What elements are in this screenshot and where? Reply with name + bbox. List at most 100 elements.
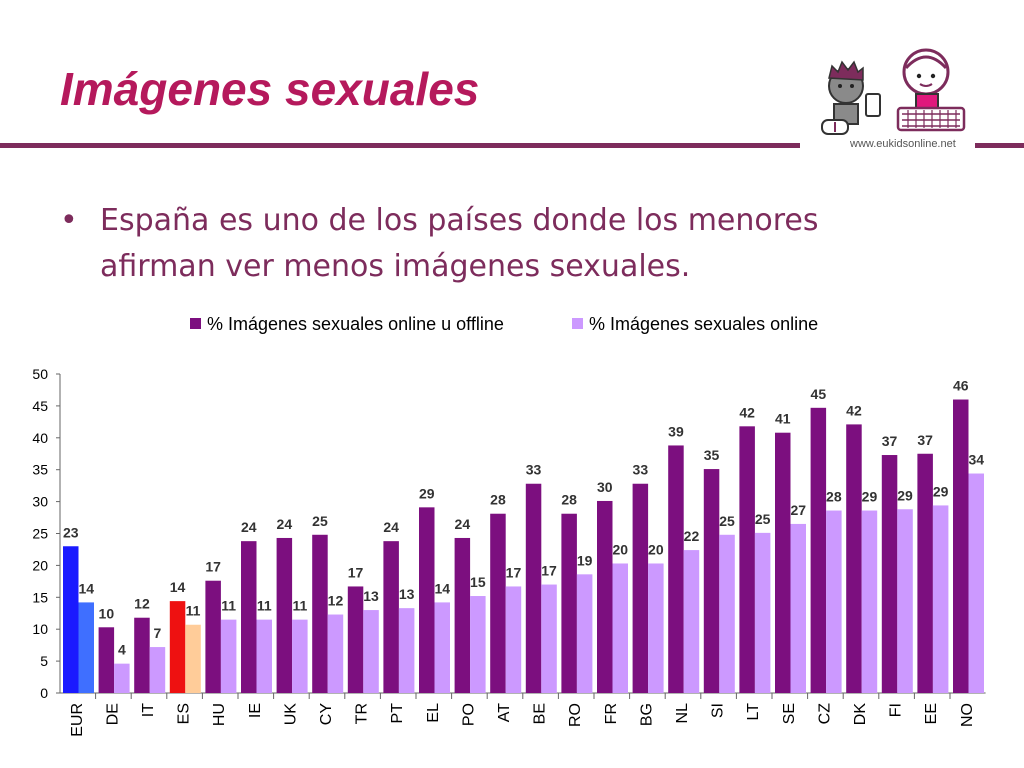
y-tick-label: 40 [32,430,48,446]
bar [754,532,771,693]
x-tick-label: EL [425,703,442,723]
bar [98,627,115,693]
data-label: 24 [277,516,293,532]
bar [810,407,827,693]
x-tick-label: CZ [816,703,833,725]
data-label: 23 [63,524,79,540]
data-label: 28 [826,489,842,505]
x-tick-label: EUR [69,703,86,737]
data-label: 39 [668,423,684,439]
x-tick-label: DK [852,703,869,726]
legend-swatch [190,318,201,329]
x-tick-label: DE [104,703,121,725]
data-label: 34 [968,452,984,468]
data-label: 4 [118,642,126,658]
legend-label: % Imágenes sexuales online [589,314,818,334]
data-label: 33 [633,462,649,478]
bar [897,509,913,693]
data-label: 45 [811,386,827,402]
data-label: 28 [490,492,506,508]
x-tick-label: TR [354,703,371,724]
bar [490,513,506,693]
bar [505,586,522,693]
legend-swatch [572,318,583,329]
y-tick-label: 15 [32,589,48,605]
data-label: 24 [455,516,471,532]
y-tick-label: 35 [32,462,48,478]
data-label: 25 [719,513,735,529]
data-label: 19 [577,552,593,568]
bar [632,483,649,693]
data-label: 11 [186,603,201,619]
title-divider [0,143,800,148]
bar [398,608,415,693]
data-label: 24 [383,519,399,535]
bullet-marker: • [60,203,78,238]
bullet-text: España es uno de los países donde los me… [100,203,819,284]
bar [861,510,878,693]
x-tick-label: SI [710,703,727,718]
bar [561,513,577,693]
y-tick-label: 20 [32,557,48,573]
bar [220,619,237,693]
bar [383,541,399,693]
bar [541,584,557,693]
data-label: 17 [541,563,557,579]
bar [846,424,862,693]
x-tick-label: PO [460,703,477,726]
bar [775,432,791,693]
bar [205,580,221,693]
title-divider-right [975,143,1024,148]
x-tick-label: IE [247,703,264,718]
y-tick-label: 30 [32,494,48,510]
data-label: 14 [434,580,450,596]
bar [525,483,542,693]
bar [668,445,684,693]
bar [826,510,842,693]
data-label: 14 [78,580,94,596]
data-label: 25 [312,513,328,529]
bar [63,546,79,693]
data-label: 35 [704,447,720,463]
bar [739,426,755,693]
bar [932,505,949,693]
data-label: 33 [526,462,542,478]
data-label: 7 [154,625,162,641]
bar [185,624,201,693]
bar [134,617,150,693]
bar [78,602,94,693]
bar [683,550,700,693]
eukidsonline-logo [821,48,966,135]
bar [576,574,593,693]
data-label: 37 [882,433,898,449]
bar [241,541,257,693]
data-label: 13 [363,588,379,604]
data-label: 37 [917,432,933,448]
bar [648,563,664,693]
bar [470,596,486,693]
data-label: 42 [739,404,755,420]
x-tick-label: AT [496,703,513,722]
data-label: 20 [648,541,664,557]
x-tick-label: IT [140,703,157,717]
bar [312,534,328,693]
bullet-point: • España es uno de los países donde los … [60,198,890,290]
data-label: 46 [953,378,969,394]
data-label: 17 [205,559,221,575]
data-label: 10 [99,605,115,621]
data-label: 11 [292,598,307,614]
legend-label: % Imágenes sexuales online u offline [207,314,504,334]
bar [719,534,735,693]
data-label: 29 [419,485,435,501]
y-tick-label: 0 [40,685,48,701]
bar [790,523,806,693]
x-tick-label: RO [567,703,584,727]
logo-url: www.eukidsonline.net [850,138,956,150]
bar [612,563,628,693]
bar [597,500,613,693]
data-label: 42 [846,402,862,418]
bar [968,473,984,693]
data-label: 17 [506,564,522,580]
x-tick-label: PT [389,703,406,724]
bar [363,610,379,693]
